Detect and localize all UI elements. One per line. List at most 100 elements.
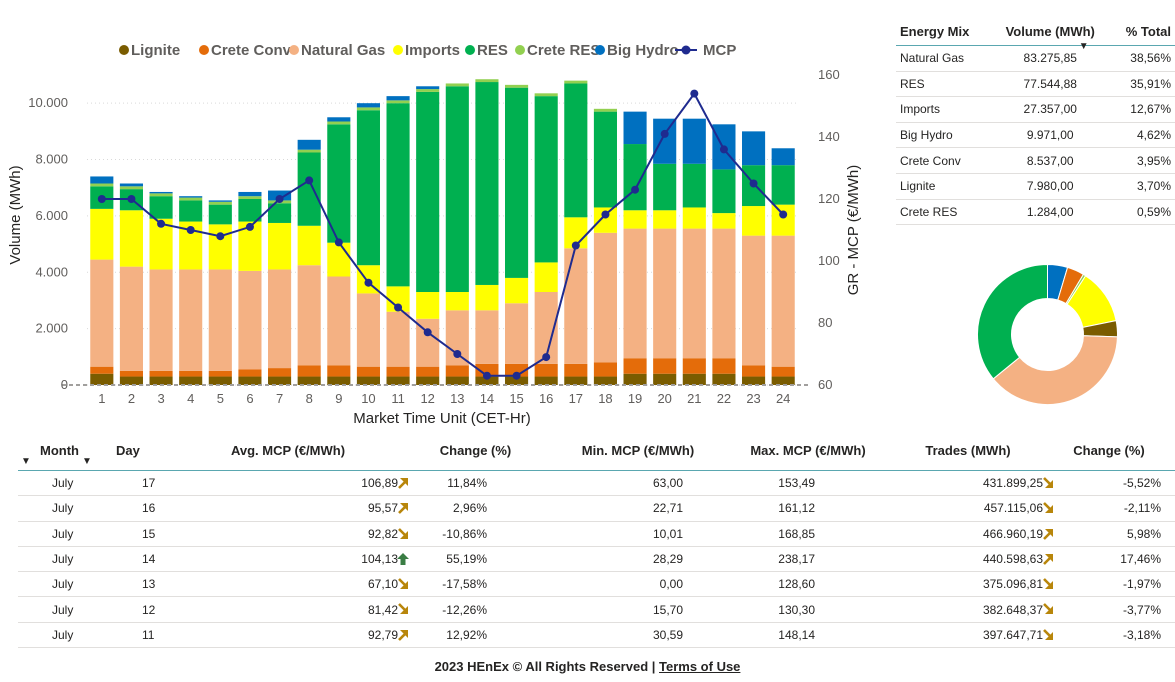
bar-segment-res[interactable]	[653, 163, 677, 211]
daily-row[interactable]: July 13 67,10 -17,58% 0,00 128,60 375.096,81 -1…	[18, 571, 1175, 598]
bar-segment-imports[interactable]	[238, 221, 262, 271]
bar-segment-crete-res[interactable]	[356, 107, 380, 111]
bar-segment-big-hydro[interactable]	[238, 191, 262, 197]
bar-segment-crete-conv[interactable]	[593, 362, 617, 377]
bar-segment-crete-res[interactable]	[386, 100, 410, 104]
bar-segment-res[interactable]	[149, 196, 173, 219]
bar-segment-crete-conv[interactable]	[268, 368, 292, 377]
bar-segment-natural-gas[interactable]	[505, 303, 529, 364]
daily-header-min-mcp[interactable]: Min. MCP (€/MWh)	[553, 437, 723, 471]
bar-segment-big-hydro[interactable]	[742, 131, 766, 166]
bar-segment-crete-res[interactable]	[327, 121, 351, 125]
bar-segment-natural-gas[interactable]	[149, 269, 173, 371]
daily-header-avg-mcp[interactable]: Avg. MCP (€/MWh)	[178, 437, 398, 471]
legend-item-imports[interactable]: Imports	[393, 42, 460, 59]
bar-segment-natural-gas[interactable]	[742, 235, 766, 366]
bar-segment-lignite[interactable]	[90, 373, 114, 385]
bar-segment-imports[interactable]	[505, 277, 529, 304]
bar-segment-crete-res[interactable]	[534, 93, 558, 97]
donut-slice-natural-gas[interactable]	[992, 335, 1118, 405]
bar-segment-imports[interactable]	[297, 225, 321, 266]
bar-segment-natural-gas[interactable]	[238, 270, 262, 370]
legend-item-res[interactable]: RES	[465, 42, 508, 59]
daily-row[interactable]: July 11 92,79 12,92% 30,59 148,14 397.647,71 -3…	[18, 622, 1175, 649]
bar-segment-lignite[interactable]	[682, 373, 706, 385]
mix-row[interactable]: Lignite 7.980,00 3,70%	[896, 173, 1175, 200]
legend-item-big-hydro[interactable]: Big Hydro	[595, 42, 679, 59]
daily-header-day[interactable]: Day ▼	[82, 437, 178, 471]
mcp-point[interactable]	[186, 226, 195, 234]
bar-segment-res[interactable]	[356, 110, 380, 266]
bar-segment-crete-conv[interactable]	[179, 370, 203, 377]
daily-row[interactable]: July 16 95,57 2,96% 22,71 161,12 457.115,06 -2,…	[18, 495, 1175, 522]
bar-segment-crete-res[interactable]	[179, 197, 203, 201]
bar-segment-lignite[interactable]	[416, 376, 440, 385]
mcp-point[interactable]	[127, 195, 136, 203]
bar-segment-imports[interactable]	[90, 208, 114, 260]
bar-segment-res[interactable]	[208, 204, 232, 225]
bar-segment-crete-res[interactable]	[149, 193, 173, 197]
mcp-point[interactable]	[364, 278, 373, 287]
bar-segment-res[interactable]	[268, 203, 292, 223]
bar-segment-natural-gas[interactable]	[682, 228, 706, 359]
bar-segment-res[interactable]	[593, 111, 617, 208]
mcp-point[interactable]	[542, 353, 551, 362]
bar-segment-big-hydro[interactable]	[653, 118, 677, 164]
bar-segment-crete-res[interactable]	[297, 149, 321, 153]
bar-segment-res[interactable]	[623, 144, 647, 211]
bar-segment-natural-gas[interactable]	[90, 259, 114, 367]
mix-row[interactable]: Big Hydro 9.971,00 4,62%	[896, 122, 1175, 149]
bar-segment-natural-gas[interactable]	[564, 248, 588, 364]
daily-header-change-trades[interactable]: Change (%)	[1043, 437, 1175, 471]
mix-row[interactable]: Natural Gas 83.275,85 38,56%	[896, 45, 1175, 72]
bar-segment-natural-gas[interactable]	[623, 228, 647, 359]
bar-segment-lignite[interactable]	[179, 376, 203, 385]
bar-segment-crete-conv[interactable]	[149, 370, 173, 377]
bar-segment-crete-res[interactable]	[445, 83, 469, 87]
mcp-point[interactable]	[779, 210, 788, 219]
bar-segment-res[interactable]	[445, 86, 469, 292]
mix-header-energy-mix[interactable]: Energy Mix	[896, 20, 991, 46]
bar-segment-natural-gas[interactable]	[416, 318, 440, 367]
bar-segment-natural-gas[interactable]	[179, 269, 203, 371]
bar-segment-big-hydro[interactable]	[90, 176, 114, 184]
mcp-point[interactable]	[157, 219, 166, 228]
bar-segment-res[interactable]	[475, 82, 499, 285]
mcp-point[interactable]	[512, 371, 521, 380]
bar-segment-imports[interactable]	[179, 221, 203, 270]
bar-segment-imports[interactable]	[416, 292, 440, 319]
mcp-point[interactable]	[482, 371, 491, 380]
bar-segment-crete-conv[interactable]	[505, 363, 529, 377]
bar-segment-natural-gas[interactable]	[771, 235, 795, 367]
bar-segment-imports[interactable]	[149, 218, 173, 270]
sort-descending-icon[interactable]: ▼	[21, 456, 31, 467]
bar-segment-lignite[interactable]	[475, 376, 499, 385]
bar-segment-crete-conv[interactable]	[238, 369, 262, 377]
mcp-point[interactable]	[275, 195, 284, 203]
bar-segment-big-hydro[interactable]	[386, 96, 410, 101]
bar-segment-lignite[interactable]	[653, 373, 677, 385]
bar-segment-imports[interactable]	[771, 204, 795, 236]
bar-segment-lignite[interactable]	[742, 376, 766, 385]
bar-segment-big-hydro[interactable]	[119, 183, 143, 187]
bar-segment-crete-conv[interactable]	[386, 366, 410, 377]
bar-segment-big-hydro[interactable]	[356, 103, 380, 108]
bar-segment-imports[interactable]	[593, 207, 617, 233]
bar-segment-big-hydro[interactable]	[149, 191, 173, 194]
donut-slice-res[interactable]	[977, 263, 1048, 380]
bar-segment-lignite[interactable]	[297, 376, 321, 385]
bar-segment-crete-res[interactable]	[119, 186, 143, 190]
mix-header-volume[interactable]: Volume (MWh) ▼	[990, 20, 1110, 52]
bar-segment-res[interactable]	[297, 152, 321, 226]
bar-segment-crete-conv[interactable]	[771, 366, 795, 377]
daily-row[interactable]: July 12 81,42 -12,26% 15,70 130,30 382.648,37 -…	[18, 596, 1175, 623]
bar-segment-imports[interactable]	[653, 210, 677, 229]
bar-segment-crete-res[interactable]	[505, 84, 529, 88]
bar-segment-crete-conv[interactable]	[327, 365, 351, 377]
bar-segment-big-hydro[interactable]	[208, 200, 232, 202]
bar-segment-natural-gas[interactable]	[653, 228, 677, 359]
legend-item-lignite[interactable]: Lignite	[119, 42, 180, 59]
bar-segment-lignite[interactable]	[771, 376, 795, 385]
bar-segment-lignite[interactable]	[149, 376, 173, 385]
bar-segment-crete-res[interactable]	[593, 108, 617, 112]
